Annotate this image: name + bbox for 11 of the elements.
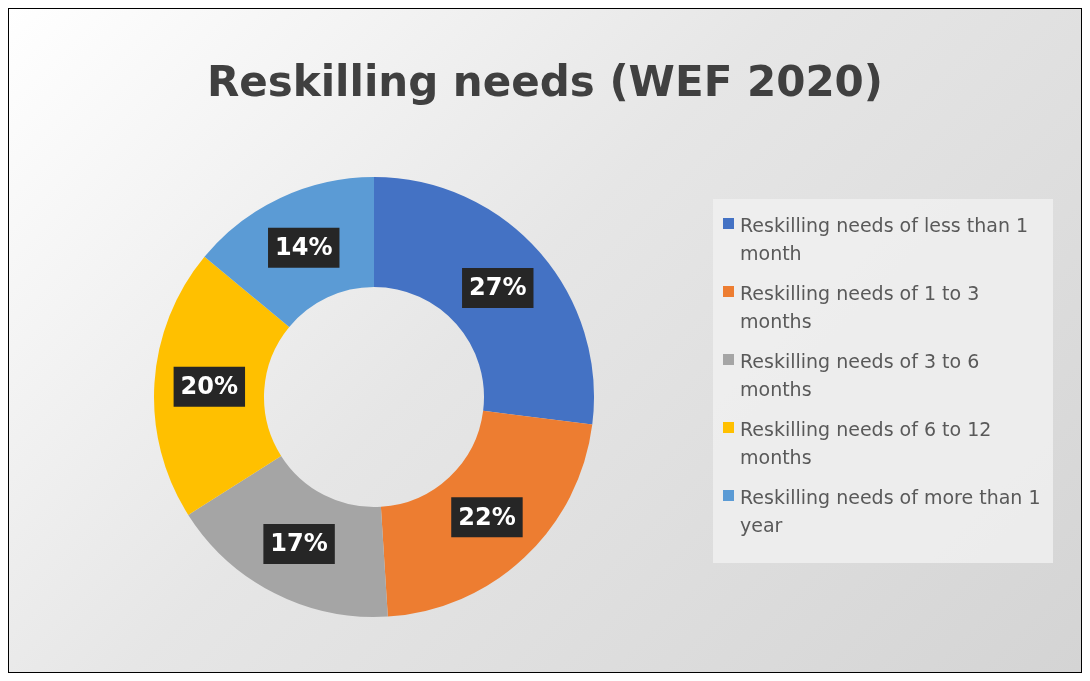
legend-label: Reskilling needs of 3 to 6 months — [740, 349, 981, 402]
legend-label: Reskilling needs of 1 to 3 months — [740, 281, 981, 334]
data-label: 22% — [458, 502, 516, 531]
chart-title: Reskilling needs (WEF 2020) — [205, 57, 885, 106]
data-label: 27% — [469, 273, 527, 302]
data-label: 14% — [275, 232, 333, 261]
data-label: 17% — [270, 529, 328, 558]
legend-label: Reskilling needs of 6 to 12 months — [740, 417, 993, 470]
legend-label: Reskilling needs of less than 1 month — [740, 213, 1030, 266]
legend-label: Reskilling needs of more than 1 year — [740, 485, 1042, 538]
data-label: 20% — [180, 371, 239, 400]
